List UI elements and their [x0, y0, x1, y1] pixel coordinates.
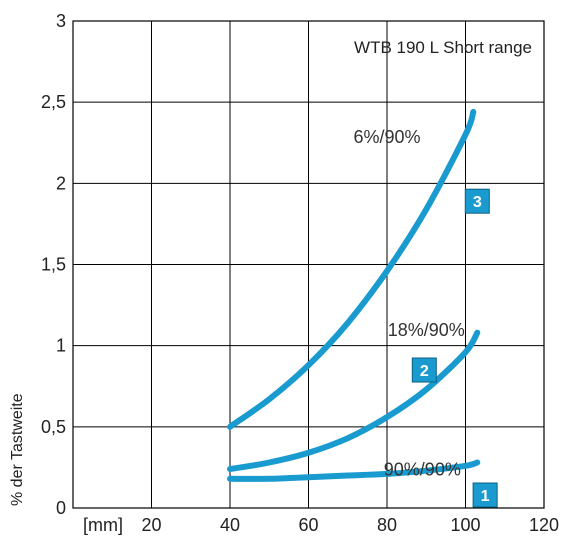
series-layer: [227, 108, 481, 482]
y-tick-label: 2,5: [41, 92, 66, 112]
series-line-1: [227, 459, 481, 482]
x-axis-label: [mm]: [83, 515, 123, 535]
badges: 1 2 3: [411, 188, 498, 508]
grid: [73, 21, 544, 508]
x-tick-labels: 20 40 60 80 100 120: [141, 515, 559, 535]
y-tick-labels: 0 0,5 1 1,5 2 2,5 3: [41, 11, 66, 518]
plot-frame: [72, 20, 545, 509]
y-tick-label: 1: [56, 336, 66, 356]
x-tick-label: 60: [298, 515, 318, 535]
badge-label-3: 3: [473, 194, 482, 211]
y-tick-label: 0,5: [41, 417, 66, 437]
x-tick-label: 100: [450, 515, 480, 535]
badge-label-2: 2: [420, 363, 429, 380]
y-tick-label: 0: [56, 498, 66, 518]
series-label-1: 90%/90%: [384, 460, 461, 480]
series-line-2: [227, 329, 481, 472]
x-tick-label: 120: [529, 515, 559, 535]
series-line-3: [227, 108, 477, 430]
x-tick-label: 20: [141, 515, 161, 535]
chart-title: WTB 190 L Short range: [354, 38, 532, 57]
badge-1: [472, 482, 498, 508]
y-axis-label: % der Tastweite: [9, 393, 26, 506]
series-label-2: 18%/90%: [388, 320, 465, 340]
y-tick-label: 2: [56, 173, 66, 193]
annotations: 90%/90% 18%/90% 6%/90%: [353, 127, 464, 480]
series-label-3: 6%/90%: [353, 127, 420, 147]
x-tick-label: 80: [377, 515, 397, 535]
x-tick-label: 40: [220, 515, 240, 535]
badge-2: [411, 357, 437, 383]
badge-3: [464, 188, 490, 214]
badge-label-1: 1: [481, 488, 490, 505]
y-tick-label: 1,5: [41, 255, 66, 275]
y-tick-label: 3: [56, 11, 66, 31]
